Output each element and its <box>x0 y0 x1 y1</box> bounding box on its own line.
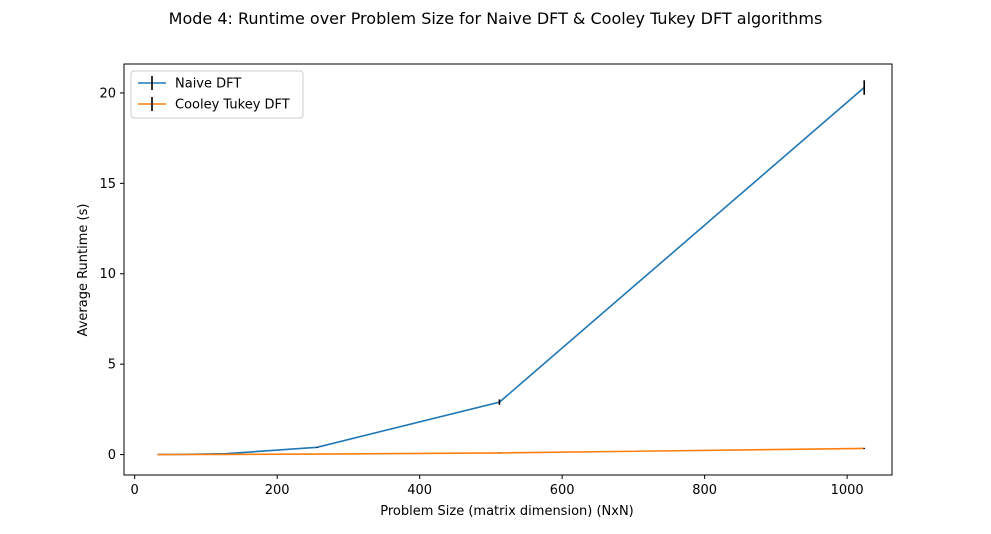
x-tick-label: 800 <box>692 483 717 498</box>
legend-box <box>130 70 304 119</box>
series-line <box>157 86 865 456</box>
legend-label: Naive DFT <box>175 77 241 92</box>
series-layer <box>156 80 866 456</box>
legend: Naive DFT Cooley Tukey DFT <box>130 70 304 119</box>
y-axis-label: Average Runtime (s) <box>76 204 91 337</box>
plot-area <box>123 63 893 476</box>
series-1 <box>156 80 866 456</box>
y-axis-ticks: 0 5 10 15 20 <box>99 86 124 463</box>
series-line <box>157 447 865 456</box>
x-tick-label: 200 <box>265 483 290 498</box>
y-tick-label: 5 <box>108 358 116 373</box>
x-tick-label: 0 <box>131 483 139 498</box>
legend-label: Cooley Tukey DFT <box>175 98 290 113</box>
x-axis-label: Problem Size (matrix dimension) (NxN) <box>380 504 634 519</box>
axes-frame <box>123 63 893 476</box>
y-tick-label: 20 <box>99 86 116 101</box>
chart-title: Mode 4: Runtime over Problem Size for Na… <box>169 9 823 28</box>
x-tick-label: 1000 <box>831 483 864 498</box>
series-2 <box>156 447 866 456</box>
x-tick-label: 400 <box>407 483 432 498</box>
y-tick-label: 0 <box>108 448 116 463</box>
x-axis-ticks: 0 200 400 600 800 1000 <box>131 475 864 498</box>
x-tick-label: 600 <box>550 483 575 498</box>
y-tick-label: 10 <box>99 267 116 282</box>
y-tick-label: 15 <box>99 177 116 192</box>
